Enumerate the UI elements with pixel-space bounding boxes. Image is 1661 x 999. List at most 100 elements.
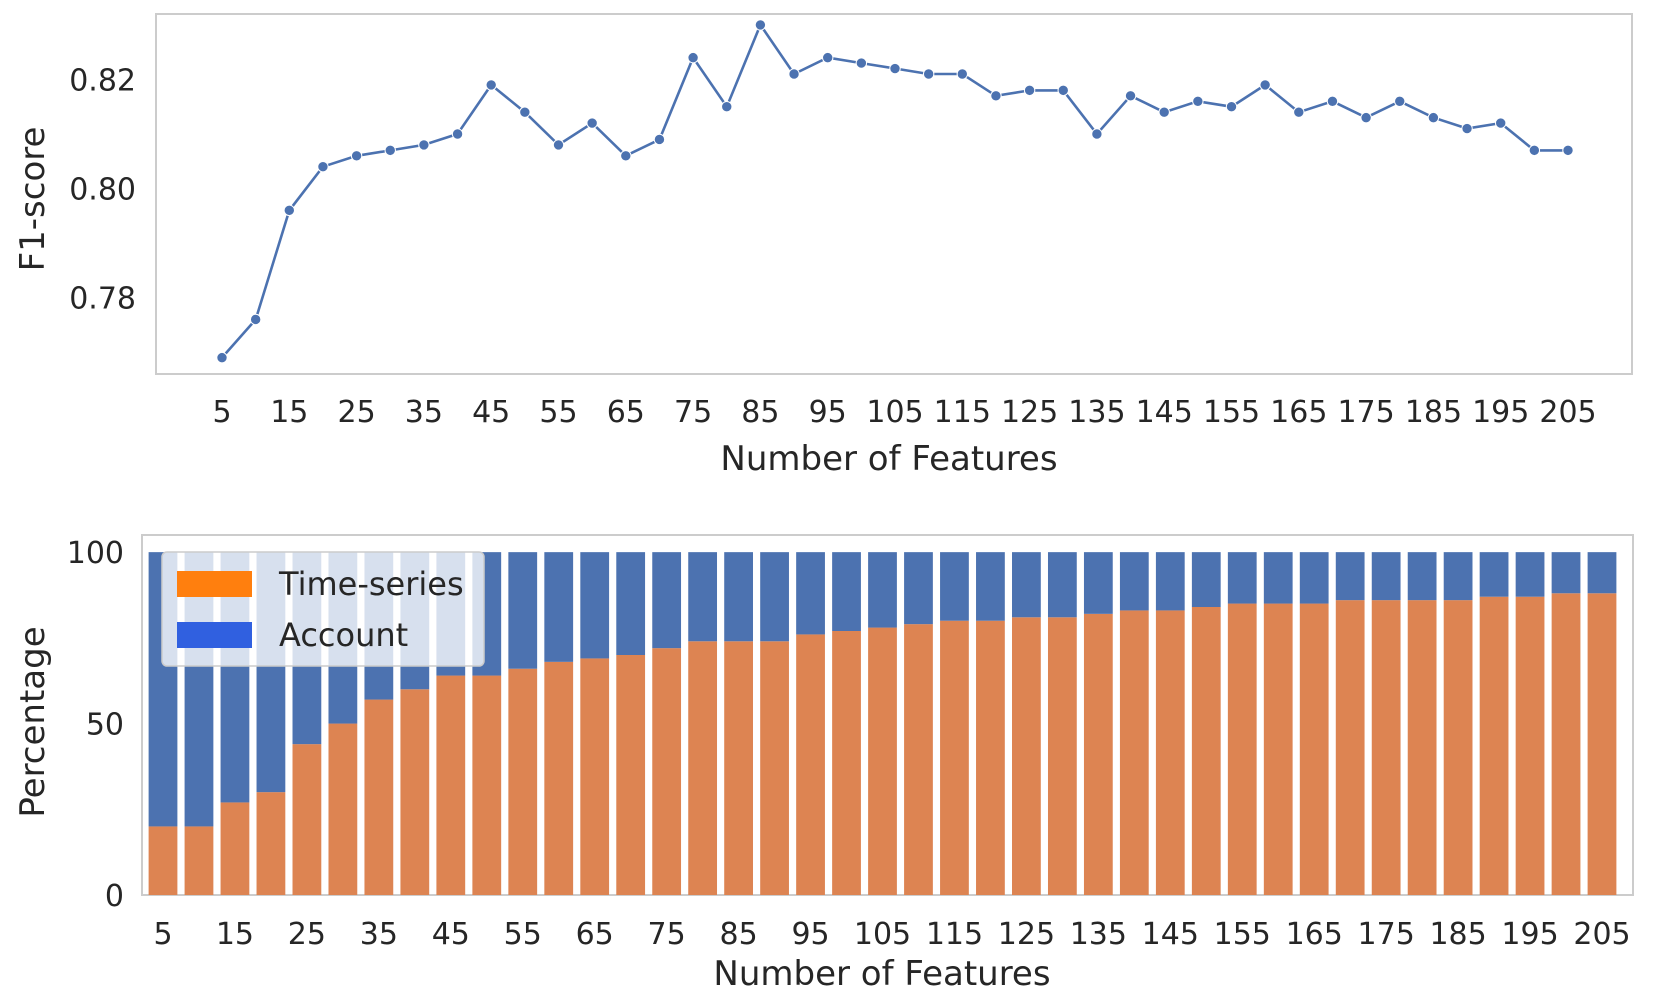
- bar-time-series-155: [1227, 603, 1257, 895]
- bar-account-120: [976, 552, 1005, 621]
- bar-account-75: [652, 552, 682, 649]
- f1-point-165: [1293, 106, 1305, 118]
- bar-account-60: [544, 552, 574, 662]
- f1-point-125: [1023, 84, 1036, 97]
- f1-point-85: [754, 19, 767, 31]
- f1-point-205: [1562, 144, 1574, 157]
- bar-time-series-120: [976, 620, 1005, 895]
- bar-account-130: [1047, 552, 1077, 618]
- bar-time-series-165: [1299, 603, 1329, 895]
- bar-time-series-5: [148, 826, 178, 895]
- bar-time-series-30: [328, 723, 358, 895]
- percentage-y-tick-labels: 0 50 100: [67, 536, 124, 914]
- bar-time-series-65: [580, 658, 610, 895]
- f1-point-100: [855, 57, 868, 69]
- bar-time-series-75: [652, 648, 682, 895]
- f1-point-180: [1394, 95, 1406, 107]
- bar-account-55: [508, 552, 538, 669]
- f1-point-70: [653, 133, 666, 146]
- bar-account-200: [1551, 552, 1581, 594]
- bar-time-series-100: [832, 631, 861, 895]
- f1-point-55: [552, 139, 565, 151]
- percentage-x-tick-125: 125: [998, 917, 1055, 952]
- percentage-x-tick-115: 115: [926, 917, 983, 952]
- bar-time-series-130: [1047, 617, 1077, 895]
- percentage-x-tick-25: 25: [288, 917, 326, 952]
- bar-account-90: [760, 552, 789, 642]
- percentage-chart: 0 50 100 5 15 25 35 45 55 65 75 85 95 105 115 125 135 14…: [13, 534, 1634, 994]
- bar-account-160: [1263, 552, 1293, 604]
- f1-x-tick-5: 5: [212, 395, 231, 430]
- f1-x-tick-65: 65: [607, 395, 645, 430]
- bar-account-165: [1299, 552, 1329, 604]
- bar-time-series-170: [1335, 600, 1365, 895]
- percentage-x-tick-155: 155: [1214, 917, 1271, 952]
- f1-y-tick-0.78: 0.78: [69, 282, 136, 317]
- percentage-y-tick-0: 0: [105, 879, 124, 914]
- f1-x-tick-35: 35: [405, 395, 443, 430]
- f1-x-tick-85: 85: [741, 395, 779, 430]
- bar-time-series-90: [760, 641, 789, 895]
- f1-x-tick-labels: 5 15 25 35 45 55 65 75 85 95 105 115 125 135 145 155 165…: [212, 395, 1596, 430]
- f1-x-tick-205: 205: [1539, 395, 1596, 430]
- bar-account-205: [1587, 552, 1617, 594]
- bar-account-150: [1191, 552, 1221, 607]
- f1-x-tick-145: 145: [1136, 395, 1193, 430]
- f1-x-tick-185: 185: [1405, 395, 1462, 430]
- bar-time-series-45: [436, 675, 466, 895]
- bar-time-series-25: [292, 744, 322, 895]
- bar-time-series-175: [1371, 600, 1401, 895]
- f1-y-tick-0.82: 0.82: [69, 63, 136, 98]
- percentage-x-tick-35: 35: [360, 917, 398, 952]
- percentage-x-tick-95: 95: [791, 917, 829, 952]
- bar-time-series-55: [508, 668, 538, 895]
- f1-point-135: [1091, 128, 1103, 140]
- f1-point-150: [1192, 95, 1204, 107]
- f1-x-axis-label: Number of Features: [720, 439, 1057, 479]
- f1-point-25: [350, 150, 363, 162]
- percentage-x-tick-45: 45: [432, 917, 470, 952]
- bar-account-175: [1371, 552, 1401, 601]
- percentage-x-tick-75: 75: [648, 917, 686, 952]
- f1-x-tick-165: 165: [1270, 395, 1327, 430]
- f1-x-tick-25: 25: [338, 395, 376, 430]
- percentage-x-tick-55: 55: [504, 917, 542, 952]
- bar-time-series-125: [1012, 617, 1041, 895]
- percentage-x-tick-175: 175: [1358, 917, 1415, 952]
- bar-account-125: [1012, 552, 1041, 618]
- percentage-x-tick-135: 135: [1070, 917, 1127, 952]
- percentage-x-tick-105: 105: [854, 917, 911, 952]
- f1-point-65: [620, 150, 632, 162]
- bar-time-series-60: [544, 661, 574, 895]
- percentage-x-tick-15: 15: [216, 917, 254, 952]
- bar-time-series-135: [1083, 613, 1113, 895]
- f1-point-115: [956, 68, 968, 80]
- f1-x-tick-125: 125: [1001, 395, 1058, 430]
- bar-time-series-195: [1515, 596, 1545, 895]
- bar-account-170: [1335, 552, 1365, 601]
- bar-time-series-200: [1551, 593, 1581, 895]
- f1-data-points: [216, 19, 1574, 364]
- bar-account-115: [940, 552, 969, 621]
- f1-point-10: [249, 313, 262, 326]
- percentage-x-tick-185: 185: [1429, 917, 1486, 952]
- bar-time-series-35: [364, 699, 394, 895]
- f1-point-95: [822, 51, 834, 64]
- bar-account-190: [1479, 552, 1509, 597]
- bar-time-series-20: [256, 792, 286, 895]
- f1-x-tick-75: 75: [674, 395, 712, 430]
- f1-point-160: [1259, 79, 1271, 91]
- f1-y-tick-labels: 0.78 0.80 0.82: [69, 63, 136, 316]
- f1-point-75: [687, 51, 699, 64]
- bar-account-155: [1227, 552, 1257, 604]
- percentage-x-tick-195: 195: [1501, 917, 1558, 952]
- legend-label-account: Account: [279, 616, 408, 654]
- f1-x-tick-45: 45: [472, 395, 510, 430]
- percentage-x-tick-85: 85: [720, 917, 758, 952]
- percentage-x-axis-label: Number of Features: [713, 954, 1050, 994]
- f1-x-tick-105: 105: [866, 395, 923, 430]
- f1-x-tick-55: 55: [539, 395, 577, 430]
- bar-account-185: [1443, 552, 1473, 601]
- f1-point-145: [1158, 106, 1170, 118]
